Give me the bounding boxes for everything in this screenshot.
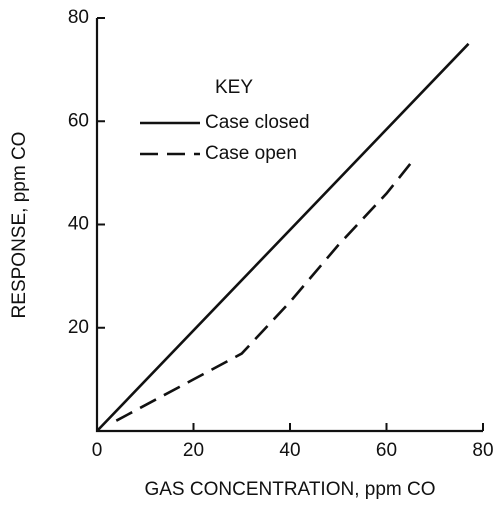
x-axis-label: GAS CONCENTRATION, ppm CO <box>144 479 435 500</box>
series-line <box>115 156 417 422</box>
y-tick-label: 20 <box>68 317 89 338</box>
x-tick-label: 60 <box>376 440 397 461</box>
x-tick-label: 0 <box>92 440 103 461</box>
x-tick-label: 40 <box>279 440 300 461</box>
legend-title: KEY <box>215 77 253 98</box>
legend-label: Case open <box>205 143 297 164</box>
x-tick-label: 80 <box>472 440 493 461</box>
legend-label: Case closed <box>205 112 310 133</box>
series-line <box>96 42 470 432</box>
y-tick-label: 60 <box>68 110 89 131</box>
y-tick-label: 80 <box>68 7 89 28</box>
x-tick-label: 20 <box>183 440 204 461</box>
y-axis-label: RESPONSE, ppm CO <box>9 132 30 319</box>
y-tick-label: 40 <box>68 214 89 235</box>
